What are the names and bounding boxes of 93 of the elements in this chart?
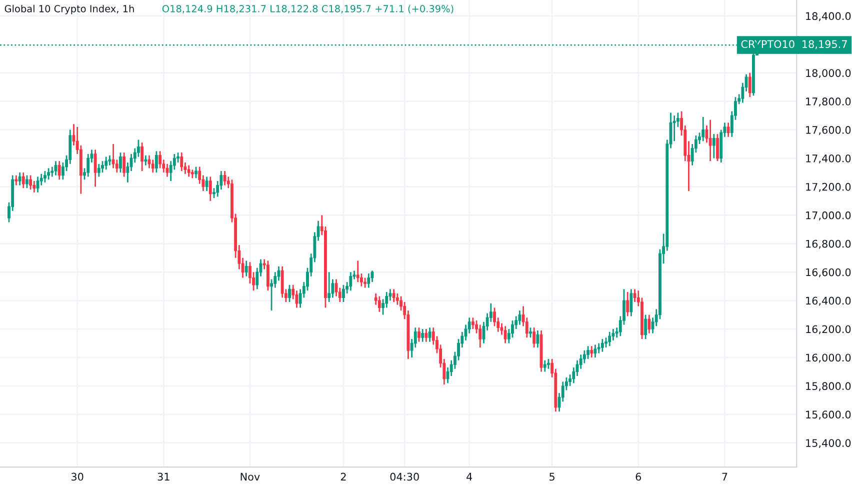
candlestick	[716, 133, 719, 162]
candlestick	[364, 277, 367, 288]
candlestick	[536, 330, 540, 348]
candlestick	[702, 116, 705, 142]
candlestick	[342, 284, 345, 303]
candlestick	[630, 288, 633, 317]
candlestick	[328, 271, 331, 303]
candlestick	[154, 150, 158, 174]
candlestick	[708, 119, 712, 162]
x-tick-label: 30	[71, 472, 84, 481]
candlestick	[101, 160, 104, 174]
candlestick	[194, 166, 198, 179]
candlestick	[590, 345, 594, 358]
x-tick-label: 31	[158, 472, 170, 481]
candlestick	[205, 176, 208, 192]
chart-subtitle: O18,124.9 H18,231.7 L18,122.8 C18,195.7 +71.1 (+0.39%)	[162, 4, 454, 14]
y-tick-label: 17,800.0	[806, 98, 851, 106]
candlestick	[119, 152, 122, 174]
y-tick-label: 15,400.0	[806, 439, 851, 448]
candlestick	[187, 164, 190, 178]
candlestick	[547, 358, 550, 370]
candlestick	[356, 260, 360, 283]
candlestick	[504, 325, 507, 344]
candlestick	[471, 316, 474, 330]
candlestick	[478, 324, 482, 348]
candlestick	[532, 326, 536, 348]
candlestick	[626, 291, 630, 317]
x-tick-label: 04:30	[390, 472, 419, 481]
candlestick	[36, 176, 40, 194]
x-tick-label: 5	[550, 472, 554, 481]
candlestick	[608, 331, 612, 347]
candlestick	[140, 142, 144, 172]
candlestick	[748, 72, 752, 98]
candlestick	[43, 170, 46, 184]
candlestick	[424, 328, 428, 343]
x-tick-label: 6	[636, 472, 642, 481]
y-tick-label: 15,800.0	[806, 382, 851, 392]
candlestick	[418, 326, 420, 343]
x-tick-label: Nov	[240, 472, 260, 481]
candlestick	[58, 160, 61, 180]
candlestick	[14, 174, 18, 186]
candlestick	[144, 154, 148, 166]
y-tick-label: 16,200.0	[806, 325, 851, 334]
candlestick	[266, 260, 270, 292]
chart-title: Global 10 Crypto Index, 1h	[4, 4, 134, 14]
x-tick-label: 4	[466, 472, 472, 481]
candlestick	[349, 271, 352, 292]
y-tick-label: 16,600.0	[806, 268, 851, 278]
candlestick	[648, 314, 651, 334]
candlestick	[529, 326, 532, 338]
candlestick	[122, 152, 126, 178]
candlestick	[367, 272, 370, 288]
y-tick-label: 16,000.0	[806, 354, 851, 363]
y-tick-label: 16,400.0	[806, 296, 851, 306]
candlestick	[280, 266, 284, 298]
candlestick	[158, 150, 162, 169]
y-tick-label: 17,400.0	[806, 154, 851, 164]
candlestick	[392, 288, 396, 303]
candlestick	[518, 310, 522, 326]
candlestick	[22, 172, 25, 189]
candlestick	[86, 153, 90, 178]
y-tick-label: 18,000.0	[806, 69, 851, 78]
candlestick	[712, 133, 716, 159]
candlestick	[208, 176, 212, 202]
text: 18,195.7	[802, 40, 847, 50]
candlestick	[421, 328, 424, 343]
y-tick-label: 17,200.0	[806, 182, 851, 192]
candlestick	[94, 149, 97, 188]
candlestick	[244, 260, 248, 278]
y-tick-label: 17,600.0	[806, 126, 851, 135]
y-tick-label: 17,000.0	[806, 211, 851, 220]
candlestick	[378, 296, 381, 313]
candlestick	[180, 152, 184, 172]
candlestick	[288, 284, 291, 303]
x-tick-label: 7	[722, 472, 728, 481]
candlestick	[108, 154, 112, 166]
candlestick	[97, 163, 100, 178]
candlestick	[112, 143, 115, 169]
candlestick	[597, 342, 600, 354]
candlestick	[26, 174, 28, 189]
x-tick-label: 2	[340, 472, 346, 481]
candlestick	[29, 174, 32, 190]
y-tick-label: 15,600.0	[806, 410, 851, 420]
candlestick	[644, 314, 648, 340]
candlestick	[104, 156, 108, 170]
candlestick	[600, 338, 604, 352]
candlestick	[586, 345, 590, 360]
candlestick	[47, 168, 50, 180]
candlestick	[543, 360, 546, 372]
ref-line-label: CRYPTO10	[741, 40, 794, 48]
candlestick	[151, 158, 154, 174]
y-tick-label: 16,800.0	[806, 240, 851, 249]
y-tick-label: 18,400.0	[806, 12, 851, 22]
